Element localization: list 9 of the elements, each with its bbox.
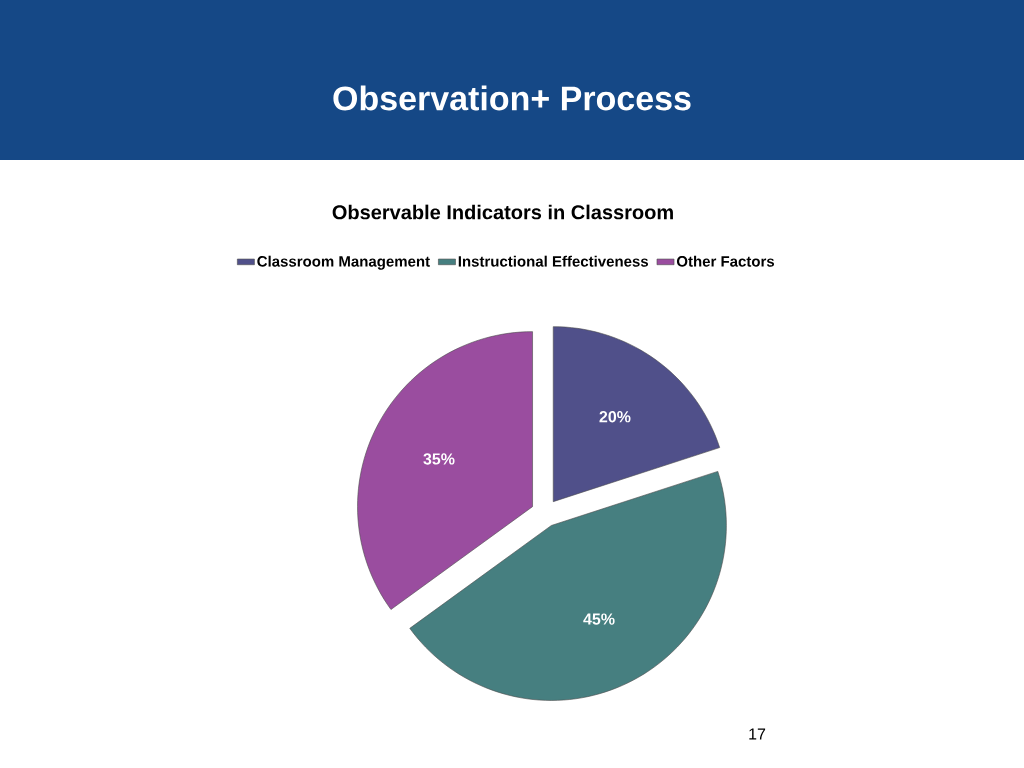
chart-subtitle: Observable Indicators in Classroom: [332, 204, 673, 220]
data-label: 20%: [599, 411, 631, 423]
legend-label: Instructional Effectiveness: [458, 255, 649, 267]
legend-label: Other Factors: [676, 255, 775, 267]
data-label: 35%: [423, 453, 455, 465]
text: 17: [749, 728, 766, 740]
legend-label: Classroom Management: [257, 255, 430, 270]
chart-title: Observation+ Process: [333, 85, 691, 111]
data-label: 45%: [583, 613, 615, 625]
